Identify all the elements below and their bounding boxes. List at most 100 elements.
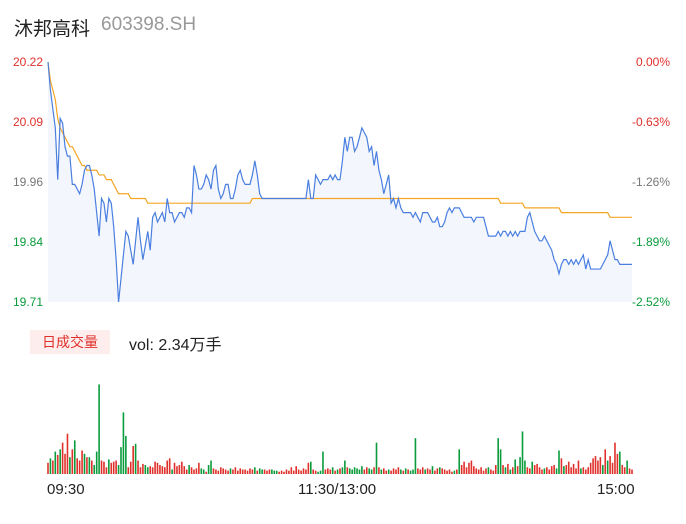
volume-bar (188, 465, 190, 474)
volume-bar (71, 449, 74, 474)
price-tick-label: 20.09 (13, 115, 44, 129)
volume-bar (441, 468, 443, 474)
volume-bar (438, 467, 441, 474)
volume-bar (263, 469, 266, 474)
volume-bar (78, 460, 81, 474)
volume-bar (570, 467, 572, 474)
volume-bar (105, 467, 108, 474)
volume-bar (108, 459, 110, 474)
volume-bar (142, 463, 144, 474)
volume-bar (548, 469, 551, 474)
volume-bar (273, 470, 276, 474)
volume-bar (419, 469, 422, 474)
volume-bar (580, 468, 582, 474)
volume-bar (363, 469, 366, 474)
price-tick-label: 19.71 (13, 295, 44, 309)
volume-bar (115, 460, 117, 474)
volume-bar (127, 467, 130, 474)
price-area (48, 62, 632, 302)
volume-bar (122, 412, 125, 474)
volume-bar (407, 469, 409, 474)
volume-bar (565, 465, 568, 474)
volume-bar (577, 460, 580, 474)
volume-bar (212, 468, 215, 474)
volume-bar (283, 471, 285, 474)
volume-bar (448, 469, 451, 474)
volume-bar (592, 458, 594, 474)
volume-bar (183, 466, 186, 474)
volume-bar (626, 460, 628, 474)
volume-bar (587, 467, 589, 474)
volume-bar (473, 466, 475, 474)
volume-bar (606, 460, 609, 474)
volume-bar (324, 469, 327, 474)
volume-bar (266, 470, 268, 474)
volume-bar (628, 468, 631, 474)
volume-bar (241, 469, 244, 474)
volume-bar (458, 449, 461, 474)
volume-bar (195, 468, 198, 474)
volume-bar (168, 458, 171, 474)
volume-bar (465, 467, 468, 474)
volume-bar (232, 469, 234, 474)
volume-bar (81, 450, 83, 474)
volume-bar (529, 468, 531, 474)
volume-bar (373, 467, 375, 474)
volume-bar (144, 465, 147, 474)
volume-bar (599, 457, 602, 474)
volume-bar (611, 462, 614, 474)
volume-bar (314, 470, 317, 474)
volume-bar (120, 447, 122, 474)
volume-bar (322, 451, 324, 474)
volume-bar (507, 463, 509, 474)
volume-bar (541, 469, 543, 474)
volume-bar (356, 468, 358, 474)
volume-bar (375, 442, 378, 474)
volume-bar (589, 462, 592, 474)
volume-bar (164, 467, 166, 474)
volume-bar (567, 461, 570, 474)
price-tick-label: 19.96 (13, 175, 44, 189)
volume-bar (307, 462, 310, 474)
volume-bar (443, 469, 446, 474)
volume-bar (268, 469, 271, 474)
volume-bar (275, 470, 278, 474)
volume-bar (297, 469, 300, 474)
volume-tab[interactable]: 日成交量 (30, 330, 110, 354)
volume-bar (292, 470, 295, 474)
volume-bar (185, 469, 188, 474)
volume-bar (83, 453, 86, 474)
volume-bar (397, 467, 400, 474)
volume-bar (73, 440, 76, 474)
volume-bar (463, 461, 465, 474)
volume-bar (477, 469, 480, 474)
volume-bar (456, 469, 458, 474)
volume-bar (353, 467, 356, 474)
volume-bar (280, 470, 283, 474)
pct-tick-label: -1.89% (631, 235, 670, 249)
volume-bar (110, 462, 113, 474)
volume-bar (361, 466, 363, 474)
volume-bar (424, 469, 426, 474)
volume-bar (555, 468, 558, 474)
volume-bar (482, 470, 485, 474)
volume-bar (341, 467, 344, 474)
volume-bar (217, 470, 220, 474)
volume-bar (202, 469, 205, 474)
volume-bar (383, 468, 385, 474)
volume-bar (351, 469, 353, 474)
volume-bar (69, 457, 71, 474)
volume-bar (249, 468, 251, 474)
volume-bar (290, 467, 293, 474)
price-tick-label: 19.84 (13, 235, 44, 249)
volume-bar (176, 466, 178, 474)
volume-bar (112, 461, 115, 474)
volume-bar (395, 469, 397, 474)
volume-bar (239, 468, 242, 474)
volume-bar (429, 469, 431, 474)
pct-tick-label: -1.26% (631, 175, 670, 189)
volume-bar (271, 469, 273, 474)
volume-bar (125, 435, 127, 474)
volume-bar (159, 465, 161, 474)
volume-bar (365, 467, 368, 474)
